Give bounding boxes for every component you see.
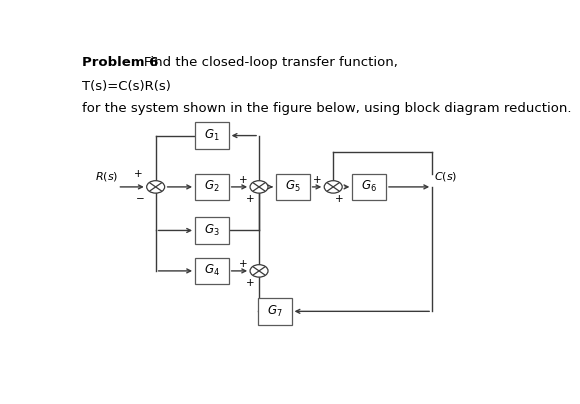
Text: +: + <box>239 259 247 269</box>
FancyBboxPatch shape <box>195 258 229 284</box>
Circle shape <box>250 181 268 193</box>
Text: $G_2$: $G_2$ <box>204 179 220 194</box>
Text: +: + <box>313 175 321 185</box>
Text: $G_6$: $G_6$ <box>361 179 377 194</box>
Text: $G_7$: $G_7$ <box>267 304 282 319</box>
FancyBboxPatch shape <box>258 298 292 324</box>
Text: +: + <box>239 175 247 185</box>
FancyBboxPatch shape <box>195 217 229 244</box>
Text: $G_5$: $G_5$ <box>285 179 300 194</box>
Text: T(s)=C(s)R(s): T(s)=C(s)R(s) <box>82 80 171 93</box>
Text: $G_1$: $G_1$ <box>204 128 220 143</box>
Text: +: + <box>335 194 343 204</box>
Text: $R(s)$: $R(s)$ <box>95 170 118 183</box>
Text: $G_4$: $G_4$ <box>204 263 220 278</box>
Text: $G_3$: $G_3$ <box>204 223 220 238</box>
Text: −: − <box>136 194 144 204</box>
Text: for the system shown in the figure below, using block diagram reduction.: for the system shown in the figure below… <box>82 102 572 115</box>
FancyBboxPatch shape <box>276 174 310 200</box>
Circle shape <box>147 181 165 193</box>
Circle shape <box>324 181 342 193</box>
Text: : Find the closed-loop transfer function,: : Find the closed-loop transfer function… <box>131 56 398 69</box>
FancyBboxPatch shape <box>195 174 229 200</box>
FancyBboxPatch shape <box>195 122 229 149</box>
Text: Problem 6: Problem 6 <box>82 56 159 69</box>
Circle shape <box>250 265 268 277</box>
Text: $C(s)$: $C(s)$ <box>434 170 458 183</box>
Text: +: + <box>246 278 255 288</box>
FancyBboxPatch shape <box>352 174 386 200</box>
Text: +: + <box>246 194 255 204</box>
Text: +: + <box>135 169 143 179</box>
